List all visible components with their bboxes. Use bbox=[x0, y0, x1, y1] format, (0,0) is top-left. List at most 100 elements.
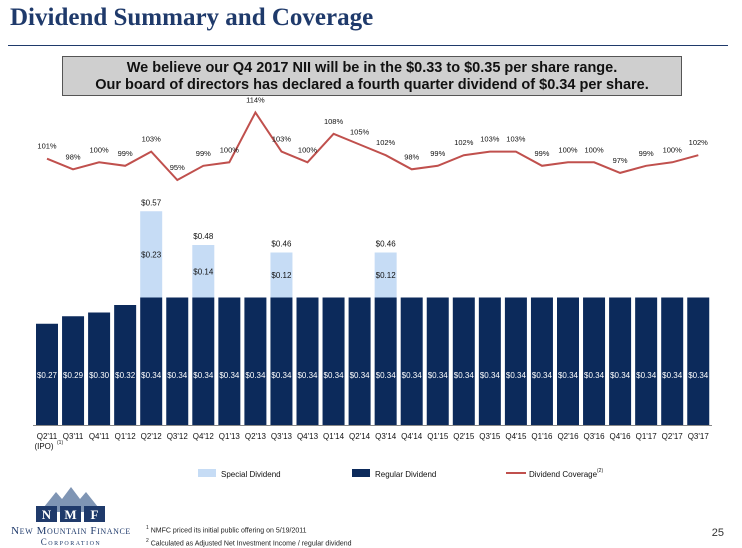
regular-label: $0.34 bbox=[558, 371, 579, 380]
page-number: 25 bbox=[711, 527, 724, 539]
regular-bar bbox=[348, 297, 371, 425]
regular-bar bbox=[661, 297, 684, 425]
x-tick-label: Q1'12 bbox=[115, 432, 137, 441]
regular-label: $0.34 bbox=[324, 371, 345, 380]
banner-line-2: Our board of directors has declared a fo… bbox=[95, 77, 649, 93]
regular-label: $0.34 bbox=[350, 371, 371, 380]
bars-layer: $0.27 $0.29 $0.30 $0.32 $0.23 $0.57 $0.34 $0.34… bbox=[36, 198, 710, 425]
regular-bar bbox=[62, 316, 85, 425]
coverage-label: 105% bbox=[350, 128, 370, 137]
special-bar bbox=[192, 245, 215, 298]
x-tick-label: Q3'15 bbox=[479, 432, 501, 441]
coverage-label: 101% bbox=[37, 142, 57, 151]
regular-label: $0.34 bbox=[480, 371, 501, 380]
coverage-label: 102% bbox=[689, 138, 709, 147]
coverage-label: 99% bbox=[639, 149, 654, 158]
regular-label: $0.34 bbox=[193, 371, 214, 380]
regular-bar bbox=[687, 297, 710, 425]
title-divider bbox=[8, 45, 728, 46]
regular-label: $0.34 bbox=[610, 371, 631, 380]
coverage-label: 103% bbox=[142, 135, 162, 144]
coverage-label: 98% bbox=[404, 152, 419, 161]
footnote-2: 2 Calculated as Adjusted Net Investment … bbox=[146, 538, 352, 547]
regular-label: $0.34 bbox=[271, 371, 292, 380]
regular-bar bbox=[192, 297, 215, 425]
regular-bar bbox=[374, 297, 397, 425]
banner-line-1: We believe our Q4 2017 NII will be in th… bbox=[126, 60, 618, 76]
x-tick-label: Q3'11 bbox=[63, 432, 84, 441]
coverage-label: 100% bbox=[663, 145, 683, 154]
regular-label: $0.34 bbox=[245, 371, 266, 380]
coverage-label: 102% bbox=[376, 138, 396, 147]
regular-bar bbox=[557, 297, 579, 425]
regular-bar bbox=[114, 305, 137, 425]
coverage-label: 97% bbox=[613, 156, 628, 165]
legend-special-swatch bbox=[198, 469, 216, 477]
footnote-1-text: NMFC priced its initial public offering … bbox=[150, 527, 307, 535]
total-label: $0.46 bbox=[271, 240, 292, 249]
coverage-label: 100% bbox=[584, 145, 604, 154]
legend-coverage-label: Dividend Coverage bbox=[529, 470, 598, 479]
regular-bar bbox=[530, 297, 553, 425]
coverage-label: 114% bbox=[246, 96, 265, 105]
x-tick-label: Q3'13 bbox=[271, 432, 293, 441]
legend-special-label: Special Dividend bbox=[221, 470, 281, 479]
x-tick-label: Q3'16 bbox=[583, 432, 605, 441]
logo-mark: N M F bbox=[36, 487, 105, 522]
x-tick-label: Q2'15 bbox=[453, 432, 475, 441]
special-label: $0.14 bbox=[193, 267, 214, 276]
page-title: Dividend Summary and Coverage bbox=[10, 4, 374, 31]
regular-bar bbox=[504, 297, 527, 425]
regular-bar bbox=[452, 297, 475, 425]
regular-bar bbox=[635, 297, 658, 425]
coverage-label: 103% bbox=[480, 135, 500, 144]
x-tick-label: Q4'14 bbox=[401, 432, 423, 441]
x-tick-label: Q1'15 bbox=[427, 432, 449, 441]
x-tick-label: Q4'12 bbox=[193, 432, 215, 441]
guidance-banner: We believe our Q4 2017 NII will be in th… bbox=[62, 56, 682, 96]
x-tick-label: Q4'16 bbox=[610, 432, 632, 441]
x-tick-label: Q4'15 bbox=[505, 432, 527, 441]
regular-label: $0.34 bbox=[219, 371, 240, 380]
coverage-label: 99% bbox=[196, 149, 211, 158]
regular-label: $0.34 bbox=[584, 371, 605, 380]
regular-label: $0.34 bbox=[376, 371, 397, 380]
regular-bar bbox=[478, 297, 501, 425]
coverage-label: 99% bbox=[430, 149, 445, 158]
coverage-label: 102% bbox=[454, 138, 474, 147]
ipo-footnote-marker: (1) bbox=[57, 440, 63, 446]
legend-regular-label: Regular Dividend bbox=[375, 470, 436, 479]
x-tick-label: Q1'13 bbox=[219, 432, 241, 441]
regular-label: $0.34 bbox=[532, 371, 553, 380]
coverage-label: 99% bbox=[118, 149, 133, 158]
x-tick-label: Q1'17 bbox=[636, 432, 658, 441]
coverage-label: 100% bbox=[220, 145, 240, 154]
x-tick-label: Q2'13 bbox=[245, 432, 267, 441]
x-tick-label: Q4'11 bbox=[89, 432, 110, 441]
coverage-label: 103% bbox=[506, 135, 526, 144]
ipo-label: (IPO) bbox=[34, 442, 53, 451]
x-tick-label: Q1'16 bbox=[531, 432, 553, 441]
regular-label: $0.34 bbox=[636, 371, 657, 380]
logo-name-line-1: New Mountain Finance bbox=[11, 525, 131, 537]
coverage-label: 100% bbox=[90, 145, 110, 154]
regular-label: $0.34 bbox=[688, 371, 709, 380]
coverage-label: 103% bbox=[272, 135, 292, 144]
regular-label: $0.27 bbox=[37, 371, 58, 380]
regular-label: $0.34 bbox=[141, 371, 162, 380]
coverage-layer: 101% 98% 100% 99% 103% 95% 99% 100% 114% 103% 100%… bbox=[37, 96, 709, 182]
x-tick-label: Q3'12 bbox=[167, 432, 189, 441]
regular-bar bbox=[296, 297, 319, 425]
logo-letter-f: F bbox=[91, 507, 99, 522]
regular-bar bbox=[270, 297, 293, 425]
footnote-2-text: Calculated as Adjusted Net Investment In… bbox=[150, 540, 352, 548]
coverage-line bbox=[46, 110, 699, 182]
regular-label: $0.32 bbox=[115, 371, 136, 380]
coverage-label: 100% bbox=[298, 145, 318, 154]
regular-bar bbox=[88, 312, 111, 425]
coverage-label: 99% bbox=[534, 149, 549, 158]
regular-label: $0.34 bbox=[506, 371, 527, 380]
regular-bar bbox=[426, 297, 449, 425]
regular-label: $0.30 bbox=[89, 371, 110, 380]
regular-label: $0.34 bbox=[402, 371, 423, 380]
